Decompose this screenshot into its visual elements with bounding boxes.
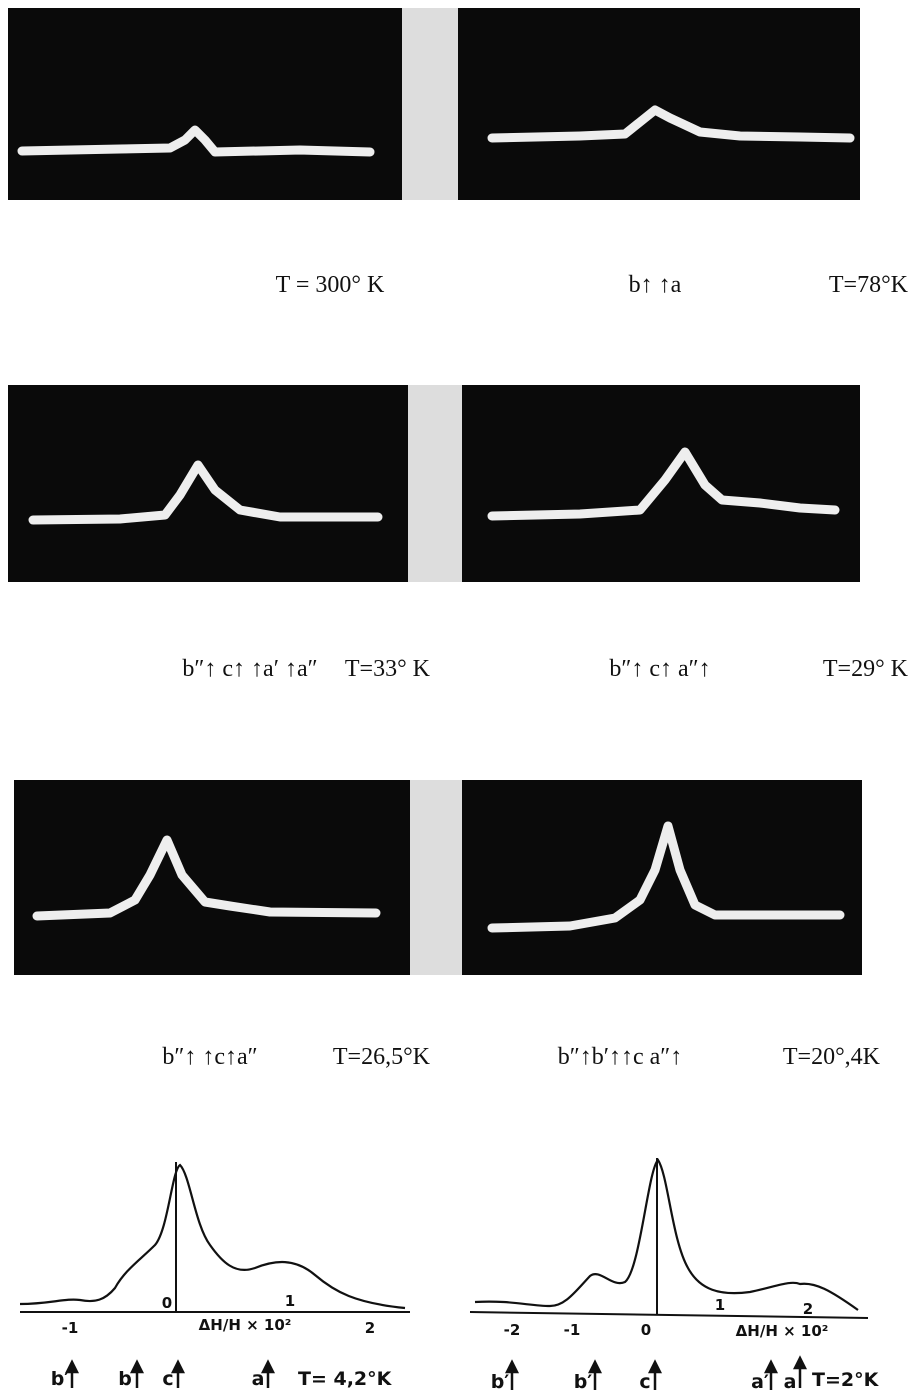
- scope-panel: [458, 8, 860, 200]
- scope-panel: [8, 8, 402, 200]
- arrow-label: b′: [51, 1368, 70, 1390]
- arrow-label: b′: [491, 1371, 510, 1393]
- caption: T = 300° K: [276, 272, 385, 298]
- axis: [469, 1311, 869, 1319]
- arrow-label: b′: [574, 1371, 593, 1393]
- caption: T=26,5°K: [333, 1044, 431, 1070]
- caption: T=33° K: [345, 656, 431, 682]
- trace: [487, 447, 840, 521]
- tick-label: 1: [715, 1296, 725, 1314]
- temperature: T=2°K: [812, 1369, 880, 1391]
- resonance-curve: [19, 1163, 406, 1310]
- gap: [410, 780, 462, 975]
- arrow-label: a: [784, 1371, 797, 1393]
- scope-panel: [462, 780, 862, 975]
- resonance-curve: [474, 1158, 859, 1311]
- arrow-label: c: [639, 1371, 650, 1393]
- trace: [487, 105, 855, 143]
- trace: [28, 460, 383, 525]
- scope-panel: [14, 780, 410, 975]
- caption: b″↑ ↑c↑a″: [162, 1044, 257, 1070]
- tick-label: -1: [62, 1319, 79, 1337]
- caption: b″↑b′↑↑c a″↑: [558, 1044, 683, 1070]
- trace: [17, 125, 375, 157]
- caption: b″↑ c↑ ↑a′ ↑a″: [182, 656, 317, 682]
- gap: [402, 8, 458, 200]
- tick-label: 1: [285, 1292, 295, 1310]
- gap: [408, 385, 462, 582]
- arrow-label: a′: [751, 1371, 769, 1393]
- temperature: T= 4,2°K: [298, 1368, 393, 1390]
- caption: T=20°,4K: [783, 1044, 881, 1070]
- arrow-label: c: [162, 1368, 173, 1390]
- tick-label: -2: [504, 1321, 521, 1339]
- trace: [32, 835, 381, 921]
- axis-label: ΔH/H × 10²: [736, 1322, 829, 1340]
- caption: T=29° K: [823, 656, 909, 682]
- tick-label: 2: [803, 1300, 813, 1318]
- caption: b″↑ c↑ a″↑: [609, 656, 710, 682]
- arrows: [64, 1359, 276, 1388]
- tick-label: 0: [162, 1294, 172, 1312]
- trace: [487, 821, 845, 933]
- arrows: [504, 1355, 808, 1390]
- caption: T=78°K: [829, 272, 909, 298]
- tick-label: 2: [365, 1319, 375, 1337]
- arrow-label: b: [118, 1368, 132, 1390]
- tick-label: 0: [641, 1321, 651, 1339]
- arrow-label: a: [252, 1368, 265, 1390]
- tick-label: -1: [564, 1321, 581, 1339]
- axis-label: ΔH/H × 10²: [199, 1316, 292, 1334]
- caption: b↑ ↑a: [629, 272, 682, 298]
